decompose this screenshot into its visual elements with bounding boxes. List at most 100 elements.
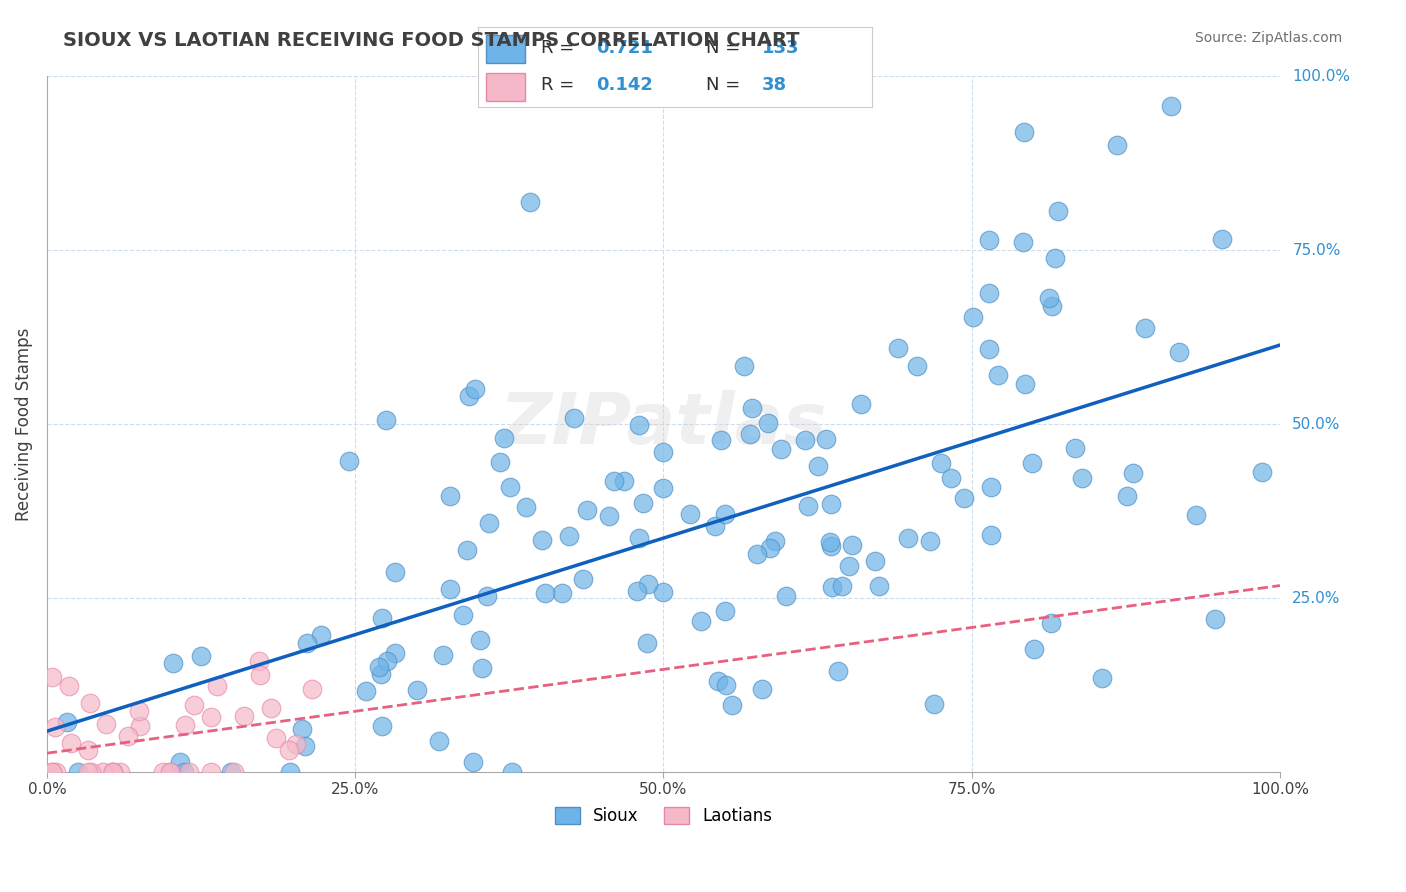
Point [751,681,773,696]
Point [205,679,228,693]
Point [45,765,67,780]
Text: N =: N = [706,77,747,95]
Point [1038,291,1060,305]
Point [77,765,100,780]
Point [60,735,83,749]
Point [863,553,886,567]
Point [519,195,541,210]
Point [820,497,842,511]
Point [179,765,201,780]
Point [977,342,1000,356]
Point [280,765,302,780]
Point [79,765,101,780]
Point [1047,204,1070,219]
Text: SIOUX VS LAOTIAN RECEIVING FOOD STAMPS CORRELATION CHART: SIOUX VS LAOTIAN RECEIVING FOOD STAMPS C… [63,31,800,50]
Point [922,697,945,711]
Point [101,765,124,780]
Point [94,717,117,731]
Point [79,696,101,710]
Point [375,413,398,427]
Point [200,710,222,724]
Point [67,765,90,780]
Point [710,433,733,447]
Text: N =: N = [706,39,747,57]
Point [58,679,80,693]
Point [515,500,537,514]
Point [464,382,486,396]
Point [920,534,942,549]
Point [173,765,195,780]
Point [384,565,406,579]
Point [439,489,461,503]
Point [841,538,863,552]
Point [371,719,394,733]
Point [769,442,792,457]
Text: ZIPatlas: ZIPatlas [499,390,827,458]
Point [249,668,271,682]
Point [475,589,498,603]
Point [849,397,872,411]
Point [603,475,626,489]
FancyBboxPatch shape [486,72,526,101]
Point [309,628,332,642]
Point [703,519,725,533]
Point [233,709,256,723]
Point [1116,490,1139,504]
Point [101,765,124,780]
Point [91,765,114,780]
Point [247,654,270,668]
Text: 0.721: 0.721 [596,39,652,57]
Point [637,576,659,591]
Point [354,683,377,698]
Point [1012,235,1035,249]
Text: 100.0%: 100.0% [1292,69,1350,84]
Point [636,636,658,650]
Text: R =: R = [541,77,581,95]
Point [1167,344,1189,359]
Point [838,558,860,573]
Point [471,661,494,675]
Point [285,737,308,751]
Point [651,481,673,495]
Point [499,480,522,494]
Text: 0.142: 0.142 [596,77,652,95]
Point [626,584,648,599]
Point [939,470,962,484]
FancyBboxPatch shape [486,35,526,62]
Point [1014,125,1036,139]
Point [200,765,222,780]
Point [1071,471,1094,485]
Point [820,540,842,554]
Point [1040,615,1063,630]
Point [758,417,780,431]
Point [627,418,650,433]
Point [278,742,301,756]
Point [1250,465,1272,479]
Point [468,632,491,647]
Point [977,286,1000,301]
Point [797,499,820,513]
Point [375,654,398,668]
Point [41,670,63,684]
Point [818,534,841,549]
Point [1185,508,1208,522]
Point [108,765,131,780]
Point [534,586,557,600]
Point [714,507,737,521]
Point [897,531,920,545]
Point [1024,641,1046,656]
Text: 25.0%: 25.0% [1292,591,1341,606]
Point [775,589,797,603]
Point [295,636,318,650]
Point [714,604,737,618]
Point [162,656,184,670]
Point [370,666,392,681]
Point [489,455,512,469]
Point [190,649,212,664]
Text: R =: R = [541,39,581,57]
Point [1091,671,1114,685]
Point [980,480,1002,494]
Point [807,458,830,473]
Point [451,608,474,623]
Point [652,585,675,599]
